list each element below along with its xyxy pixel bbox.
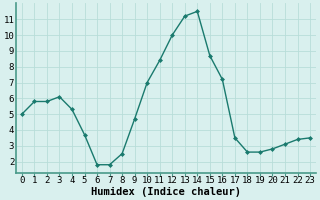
- X-axis label: Humidex (Indice chaleur): Humidex (Indice chaleur): [91, 186, 241, 197]
